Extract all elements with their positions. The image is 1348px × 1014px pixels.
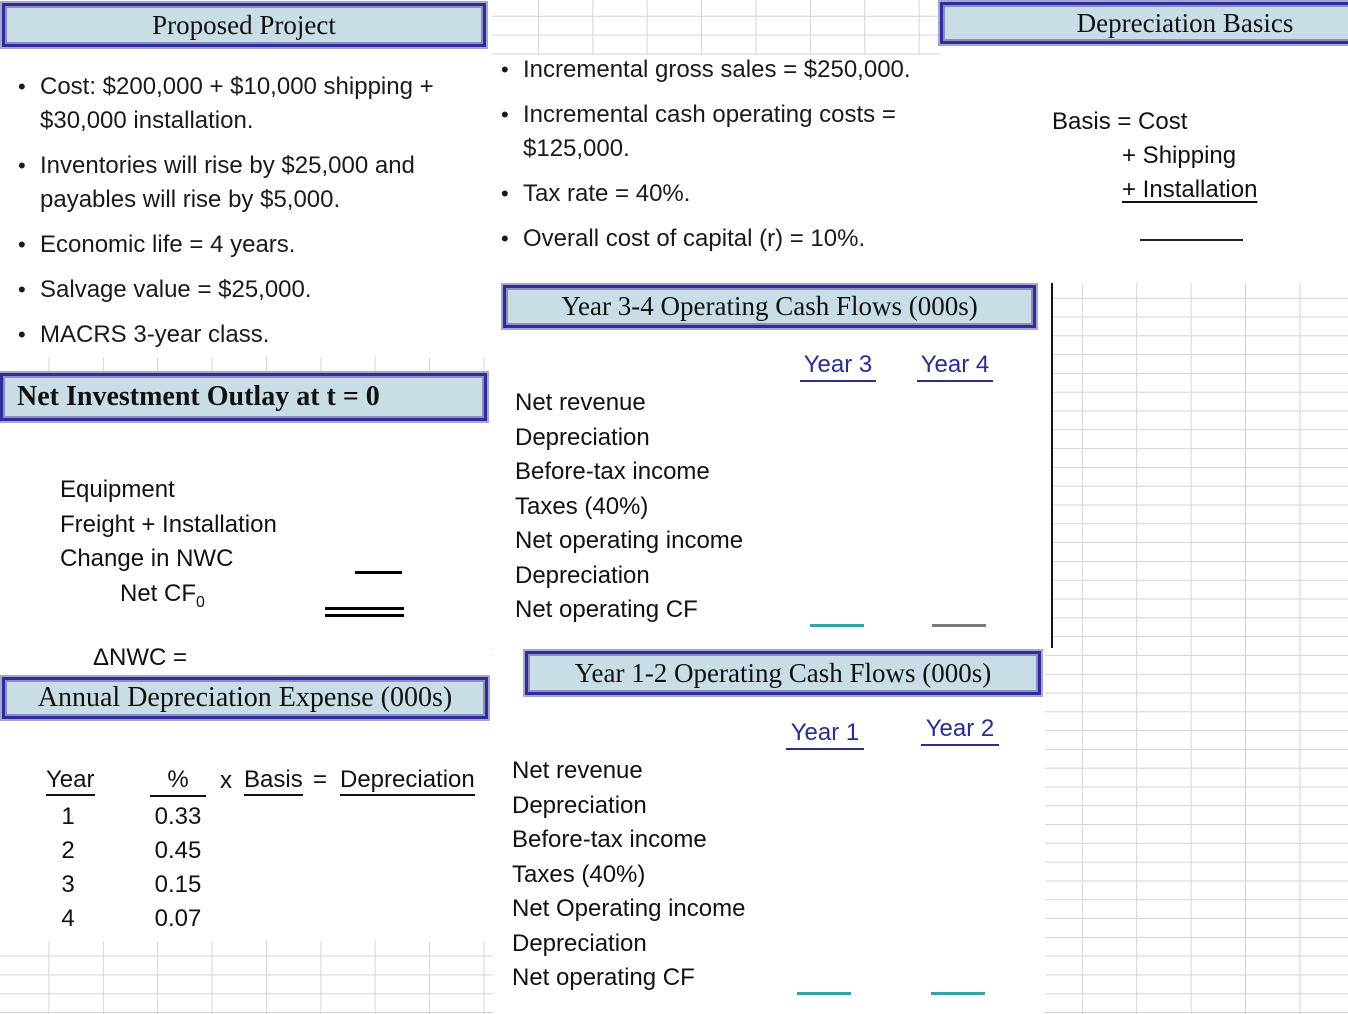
bullet-item: Incremental cash operating costs = $125,…	[497, 98, 949, 166]
dep-table-header-depreciation: Depreciation	[340, 766, 475, 796]
header-text: Depreciation	[340, 766, 475, 796]
dep-table-year-column: 1 2 3 4	[46, 800, 90, 936]
cf-row-label: Depreciation	[512, 929, 647, 957]
slide-depreciation-basics	[940, 0, 1348, 283]
year-3-total-rule	[810, 624, 864, 627]
year-3-4-row-labels: Net revenue Depreciation Before-tax inco…	[515, 386, 743, 628]
year-1-2-title-text: Year 1-2 Operating Cash Flows (000s)	[574, 657, 992, 688]
basis-line: Basis = Cost	[1052, 108, 1188, 135]
header-text: Year	[46, 766, 95, 796]
assumptions-bullet-list: Incremental gross sales = $250,000. Incr…	[497, 53, 949, 267]
proposed-project-title-text: Proposed Project	[152, 9, 336, 40]
year-1-2-row-labels: Net revenue Depreciation Before-tax inco…	[512, 754, 745, 996]
net-investment-outlay-title-text: Net Investment Outlay at t = 0	[17, 381, 380, 412]
bullet-item: Salvage value = $25,000.	[14, 273, 476, 307]
year-1-column-header: Year 1	[786, 719, 864, 750]
dep-table-header-basis: Basis	[244, 766, 303, 796]
subtotal-rule	[355, 571, 402, 574]
net-investment-outlay-items: Equipment Freight + Installation Change …	[60, 473, 277, 577]
cf-row-label: Before-tax income	[512, 826, 707, 853]
cf-row-label: Taxes (40%)	[512, 860, 646, 888]
dep-year-cell: 3	[61, 871, 75, 898]
cf-row-label: Depreciation	[515, 561, 650, 589]
cf-row-label: Net revenue	[512, 757, 643, 784]
basis-line: + Installation	[1122, 176, 1258, 203]
dep-pct-cell: 0.33	[154, 803, 202, 830]
outlay-item: Equipment	[60, 476, 175, 503]
proposed-project-title: Proposed Project	[2, 3, 486, 47]
bullet-item: Inventories will rise by $25,000 and pay…	[14, 149, 476, 217]
year-1-total-rule	[797, 992, 851, 995]
depreciation-basics-title: Depreciation Basics	[940, 2, 1348, 44]
cf-row-label: Before-tax income	[515, 458, 710, 485]
net-cf-text: Net CF	[120, 580, 197, 607]
cf-row-label: Taxes (40%)	[515, 492, 649, 520]
dep-table-header-equals: =	[313, 766, 328, 793]
depreciation-basics-title-text: Depreciation Basics	[1076, 7, 1294, 38]
dep-year-cell: 2	[61, 837, 75, 864]
year-4-column-header: Year 4	[917, 351, 993, 382]
slide-year-1-2-cash-flows	[493, 648, 1045, 1014]
cf-row-label: Net Operating income	[512, 895, 746, 922]
cf-row-label: Depreciation	[515, 423, 650, 451]
dep-table-header-year: Year	[46, 766, 95, 796]
year-3-4-title-text: Year 3-4 Operating Cash Flows (000s)	[561, 291, 978, 321]
delta-nwc-label: ΔNWC =	[93, 644, 188, 671]
year-4-total-rule	[932, 624, 986, 627]
net-investment-outlay-title: Net Investment Outlay at t = 0	[0, 373, 487, 421]
year-2-column-header: Year 2	[921, 715, 999, 746]
proposed-project-bullet-list: Cost: $200,000 + $10,000 shipping + $30,…	[14, 70, 476, 363]
bullet-item: Incremental gross sales = $250,000.	[497, 53, 949, 87]
year-3-4-title: Year 3-4 Operating Cash Flows (000s)	[503, 285, 1036, 328]
dep-year-cell: 1	[61, 803, 75, 830]
bullet-item: Tax rate = 40%.	[497, 177, 949, 211]
cf-row-label: Net operating CF	[512, 964, 695, 991]
year-2-total-rule	[931, 992, 985, 995]
dep-pct-cell: 0.07	[154, 905, 202, 932]
dep-table-header-pct: %	[150, 766, 206, 797]
outlay-item: Change in NWC	[60, 545, 234, 572]
total-double-rule	[325, 607, 404, 617]
outlay-item: Freight + Installation	[60, 510, 277, 538]
dep-pct-cell: 0.45	[154, 837, 202, 864]
bullet-item: Economic life = 4 years.	[14, 228, 476, 262]
slide-net-investment-outlay	[0, 372, 492, 676]
slide-annual-depreciation	[0, 676, 493, 941]
dep-pct-cell: 0.15	[154, 871, 202, 898]
basis-line: + Shipping	[1122, 142, 1237, 169]
dep-table-header-times: x	[220, 767, 232, 794]
bullet-item: MACRS 3-year class.	[14, 318, 476, 352]
slide-year-3-4-cash-flows	[492, 283, 1053, 648]
cf-row-label: Net operating CF	[515, 596, 698, 623]
cf-row-label: Net revenue	[515, 389, 646, 416]
basis-formula: Basis = Cost + Shipping + Installation	[1052, 105, 1257, 207]
net-cf0-label: Net CF0	[120, 577, 205, 620]
dep-table-pct-column: 0.33 0.45 0.15 0.07	[150, 800, 206, 936]
year-1-2-title: Year 1-2 Operating Cash Flows (000s)	[525, 651, 1041, 695]
year-3-column-header: Year 3	[800, 351, 876, 382]
bullet-item: Overall cost of capital (r) = 10%.	[497, 222, 949, 256]
annual-depreciation-title: Annual Depreciation Expense (000s)	[2, 677, 488, 719]
net-cf-subscript: 0	[196, 593, 205, 611]
dep-year-cell: 4	[61, 905, 75, 932]
basis-total-rule	[1140, 239, 1243, 241]
bullet-item: Cost: $200,000 + $10,000 shipping + $30,…	[14, 70, 476, 138]
cf-row-label: Depreciation	[512, 791, 647, 819]
header-text: Basis	[244, 766, 303, 796]
cf-row-label: Net operating income	[515, 527, 744, 554]
annual-depreciation-title-text: Annual Depreciation Expense (000s)	[37, 682, 453, 713]
